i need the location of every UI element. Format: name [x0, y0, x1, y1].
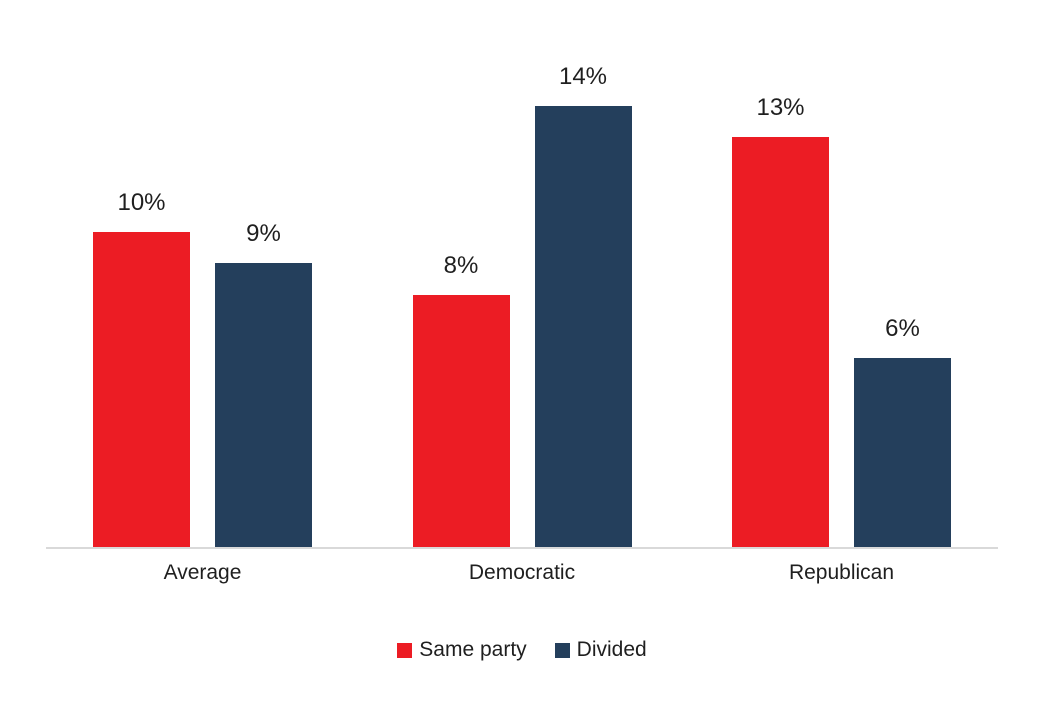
x-axis-labels: Average Democratic Republican: [46, 561, 998, 585]
legend-label-same-party: Same party: [419, 638, 527, 661]
bar-group-democratic: 8% 14%: [412, 63, 632, 547]
legend-item-same-party: Same party: [397, 638, 527, 662]
bar-item-republican-divided: 6%: [854, 317, 951, 547]
bar-item-republican-same-party: 13%: [732, 96, 829, 547]
bar-group-average: 10% 9%: [93, 191, 312, 547]
bar-item-democratic-divided: 14%: [534, 63, 632, 547]
data-label-republican-divided: 6%: [885, 315, 920, 342]
bar-democratic-same-party: [412, 295, 510, 547]
x-axis-label-republican: Republican: [788, 561, 895, 584]
data-label-average-divided: 9%: [246, 220, 281, 247]
legend: Same party Divided: [0, 638, 1044, 662]
legend-swatch-icon-same-party: [397, 642, 413, 658]
bar-republican-divided: [854, 358, 951, 547]
x-axis-line: [46, 547, 998, 549]
bar-average-divided: [215, 263, 312, 547]
data-label-republican-same-party: 13%: [756, 94, 805, 121]
bar-average-same-party: [93, 232, 190, 547]
bar-item-average-divided: 9%: [215, 222, 312, 547]
bar-item-democratic-same-party: 8%: [412, 252, 510, 547]
bar-group-republican: 13% 6%: [732, 96, 951, 547]
legend-label-divided: Divided: [576, 638, 647, 661]
bar-republican-same-party: [732, 137, 829, 547]
bar-democratic-divided: [534, 106, 632, 547]
plot-area: 10% 9% 8% 14% 13% 6%: [46, 0, 998, 547]
data-label-democratic-same-party: 8%: [443, 252, 479, 279]
bar-item-average-same-party: 10%: [93, 191, 190, 547]
data-label-average-same-party: 10%: [117, 189, 166, 216]
x-axis-label-average: Average: [163, 561, 242, 584]
legend-swatch-icon-divided: [554, 642, 570, 658]
x-axis-label-democratic: Democratic: [468, 561, 576, 584]
legend-item-divided: Divided: [554, 638, 647, 662]
data-label-democratic-divided: 14%: [558, 63, 608, 90]
